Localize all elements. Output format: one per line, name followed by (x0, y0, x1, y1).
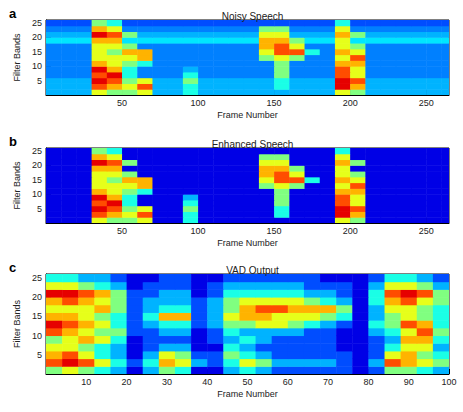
svg-text:70: 70 (323, 377, 333, 387)
svg-text:Frame Number: Frame Number (217, 110, 278, 120)
svg-text:200: 200 (343, 98, 358, 108)
svg-text:50: 50 (117, 98, 127, 108)
svg-text:Frame Number: Frame Number (217, 389, 278, 399)
svg-text:90: 90 (404, 377, 414, 387)
svg-text:25: 25 (32, 146, 42, 156)
svg-text:80: 80 (363, 377, 373, 387)
svg-text:15: 15 (32, 311, 42, 321)
svg-text:5: 5 (37, 76, 42, 86)
svg-text:10: 10 (32, 61, 42, 71)
svg-text:100: 100 (191, 98, 206, 108)
svg-text:Noisy Speech: Noisy Speech (222, 11, 284, 22)
svg-text:b: b (9, 134, 17, 149)
svg-text:a: a (9, 6, 17, 21)
svg-text:c: c (9, 260, 16, 275)
svg-text:25: 25 (32, 18, 42, 28)
svg-text:50: 50 (117, 226, 127, 236)
svg-text:20: 20 (122, 377, 132, 387)
svg-text:Enhanced Speech: Enhanced Speech (212, 139, 294, 150)
svg-text:Filter Bands: Filter Bands (12, 161, 22, 210)
svg-text:20: 20 (32, 160, 42, 170)
svg-text:60: 60 (283, 377, 293, 387)
svg-text:150: 150 (267, 226, 282, 236)
svg-text:5: 5 (37, 350, 42, 360)
svg-text:5: 5 (37, 204, 42, 214)
svg-text:200: 200 (343, 226, 358, 236)
svg-text:Filter Bands: Filter Bands (12, 299, 22, 348)
svg-text:150: 150 (267, 98, 282, 108)
svg-text:10: 10 (32, 331, 42, 341)
svg-text:15: 15 (32, 47, 42, 57)
svg-text:250: 250 (419, 226, 434, 236)
svg-text:Frame Number: Frame Number (217, 238, 278, 248)
svg-text:100: 100 (191, 226, 206, 236)
svg-text:10: 10 (81, 377, 91, 387)
svg-text:Filter Bands: Filter Bands (12, 33, 22, 82)
svg-text:30: 30 (162, 377, 172, 387)
svg-text:20: 20 (32, 292, 42, 302)
svg-text:250: 250 (419, 98, 434, 108)
svg-text:40: 40 (202, 377, 212, 387)
svg-text:100: 100 (441, 377, 456, 387)
svg-text:VAD Output: VAD Output (226, 265, 279, 276)
svg-text:25: 25 (32, 273, 42, 283)
svg-text:50: 50 (242, 377, 252, 387)
svg-text:20: 20 (32, 32, 42, 42)
svg-text:15: 15 (32, 175, 42, 185)
svg-text:10: 10 (32, 189, 42, 199)
